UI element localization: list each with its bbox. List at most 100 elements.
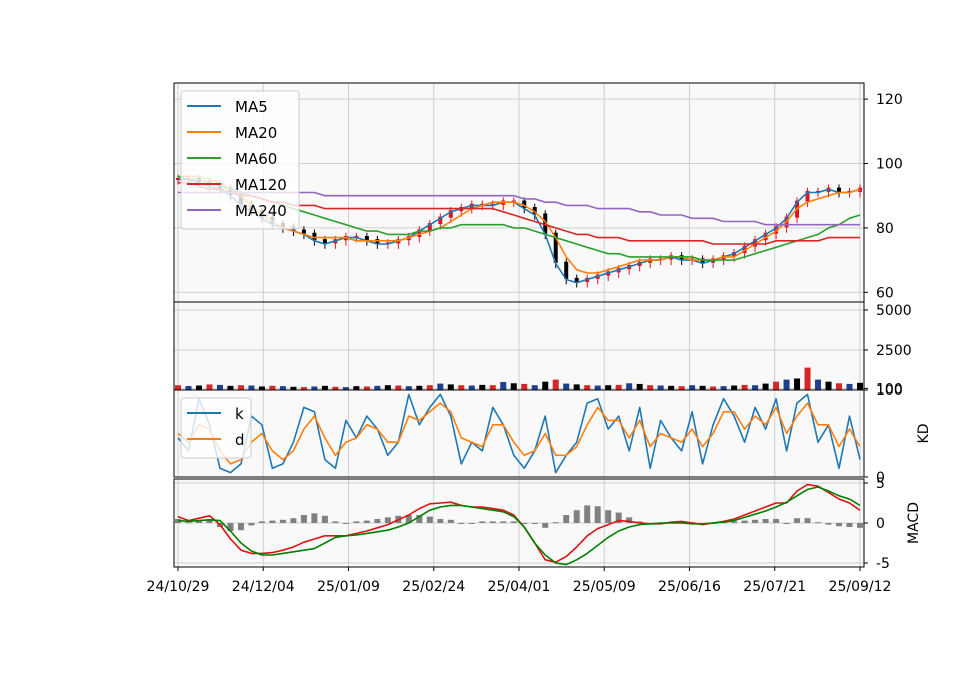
volume-bar bbox=[269, 385, 276, 390]
macd-histogram-bar bbox=[447, 519, 454, 523]
macd-histogram-bar bbox=[479, 521, 486, 523]
macd-histogram-bar bbox=[510, 521, 517, 523]
macd-histogram-bar bbox=[804, 518, 811, 523]
volume-bar bbox=[458, 385, 465, 390]
volume-bar bbox=[752, 385, 759, 390]
macd-series-line-1 bbox=[177, 486, 861, 566]
macd-histogram-bar bbox=[237, 523, 244, 531]
price-ytick-label: 120 bbox=[876, 92, 903, 108]
kd-ytick-label: 100 bbox=[876, 383, 903, 399]
volume-bar bbox=[605, 385, 612, 390]
macd-histogram-bar bbox=[258, 521, 265, 523]
price-legend-entry: MA240 bbox=[235, 202, 287, 220]
volume-bar bbox=[206, 384, 213, 390]
volume-bar bbox=[762, 383, 769, 390]
macd-histogram-bar bbox=[783, 523, 790, 524]
macd-histogram-bar bbox=[489, 521, 496, 523]
macd-histogram-bar bbox=[405, 515, 412, 523]
kd-frame bbox=[173, 389, 865, 478]
candle-body bbox=[805, 190, 810, 202]
macd-histogram-bar bbox=[741, 520, 748, 523]
macd-histogram-bar bbox=[437, 519, 444, 523]
volume-ytick-label: 2500 bbox=[876, 343, 912, 359]
volume-bar bbox=[426, 385, 433, 390]
kd-legend-entry: d bbox=[235, 431, 245, 449]
macd-histogram-bar bbox=[311, 513, 318, 523]
macd-histogram-bar bbox=[458, 523, 465, 524]
macd-histogram-bar bbox=[374, 519, 381, 523]
volume-bar bbox=[615, 384, 622, 390]
volume-bar bbox=[846, 383, 853, 390]
candle-body bbox=[427, 223, 432, 231]
candle-body bbox=[837, 187, 842, 192]
macd-histogram-bar bbox=[206, 519, 213, 523]
x-tick-label: 24/12/04 bbox=[232, 579, 295, 595]
candle-body bbox=[543, 213, 548, 234]
macd-histogram-bar bbox=[321, 515, 328, 523]
price-panel: 60 80 100 120 MA5 MA20 MA60 MA120 MA240 bbox=[173, 82, 903, 303]
macd-histogram-bar bbox=[731, 521, 738, 523]
x-axis-ticks: 24/10/29 24/12/04 25/01/09 25/02/24 25/04/01… bbox=[147, 567, 892, 595]
macd-histogram-bar bbox=[563, 515, 570, 523]
macd-ylabel: MACD bbox=[906, 502, 922, 544]
volume-bar bbox=[363, 386, 370, 390]
price-legend-entry: MA20 bbox=[235, 124, 277, 142]
price-legend-entry: MA5 bbox=[235, 98, 268, 116]
volume-bar bbox=[521, 383, 528, 390]
candle-body bbox=[417, 229, 422, 237]
volume-bar bbox=[185, 386, 192, 390]
volume-bar bbox=[636, 383, 643, 390]
volume-bar bbox=[563, 383, 570, 390]
volume-ytick-label: 5000 bbox=[876, 303, 912, 319]
kd-ylabel: KD bbox=[916, 424, 932, 444]
candle-body bbox=[448, 210, 453, 218]
candle-body bbox=[301, 229, 306, 234]
macd-histogram-bar bbox=[762, 519, 769, 523]
macd-histogram-bar bbox=[836, 523, 843, 527]
volume-bar bbox=[447, 384, 454, 390]
macd-histogram-bar bbox=[248, 523, 255, 526]
volume-bar bbox=[195, 385, 202, 390]
macd-histogram-bar bbox=[626, 517, 633, 523]
x-tick-label: 25/05/09 bbox=[573, 579, 636, 595]
macd-histogram-bar bbox=[227, 523, 234, 531]
macd-histogram-bar bbox=[521, 523, 528, 524]
price-ytick-label: 60 bbox=[876, 285, 894, 301]
macd-histogram-bar bbox=[531, 523, 538, 524]
volume-bar bbox=[227, 385, 234, 390]
kd-ytick-label: 0 bbox=[876, 470, 885, 486]
volume-bar bbox=[405, 386, 412, 390]
macd-panel: -5 0 5 MACD bbox=[173, 476, 922, 572]
price-legend-entry: MA120 bbox=[235, 176, 287, 194]
volume-bar bbox=[258, 386, 265, 390]
macd-histogram-bar bbox=[605, 510, 612, 523]
volume-bar bbox=[857, 382, 863, 390]
macd-histogram-bar bbox=[426, 516, 433, 523]
macd-histogram-bar bbox=[846, 523, 853, 527]
macd-histogram-bar bbox=[300, 515, 307, 523]
macd-histogram-bar bbox=[342, 523, 349, 524]
volume-bar bbox=[731, 385, 738, 390]
candle-body bbox=[312, 232, 317, 241]
macd-histogram-bar bbox=[332, 521, 339, 523]
volume-bar bbox=[678, 386, 685, 390]
macd-histogram-bar bbox=[363, 520, 370, 523]
volume-bar bbox=[720, 386, 727, 390]
price-ytick-label: 100 bbox=[876, 157, 903, 173]
volume-bar bbox=[395, 385, 402, 390]
macd-histogram-bar bbox=[353, 521, 360, 523]
macd-histogram-bar bbox=[857, 523, 863, 528]
volume-bar bbox=[710, 386, 717, 390]
price-legend-entry: MA60 bbox=[235, 150, 277, 168]
macd-ytick-label: 0 bbox=[876, 516, 885, 532]
volume-bar bbox=[468, 385, 475, 390]
volume-bar bbox=[626, 383, 633, 390]
x-tick-label: 25/09/12 bbox=[829, 579, 892, 595]
volume-ytick-label: 100 bbox=[876, 381, 903, 397]
chart-panels: 6080100120MA5MA20MA60MA120MA240100250050… bbox=[173, 82, 932, 572]
macd-histogram-bar bbox=[279, 519, 286, 523]
volume-bar bbox=[836, 383, 843, 390]
volume-bar bbox=[773, 381, 780, 390]
volume-bar bbox=[552, 379, 559, 390]
